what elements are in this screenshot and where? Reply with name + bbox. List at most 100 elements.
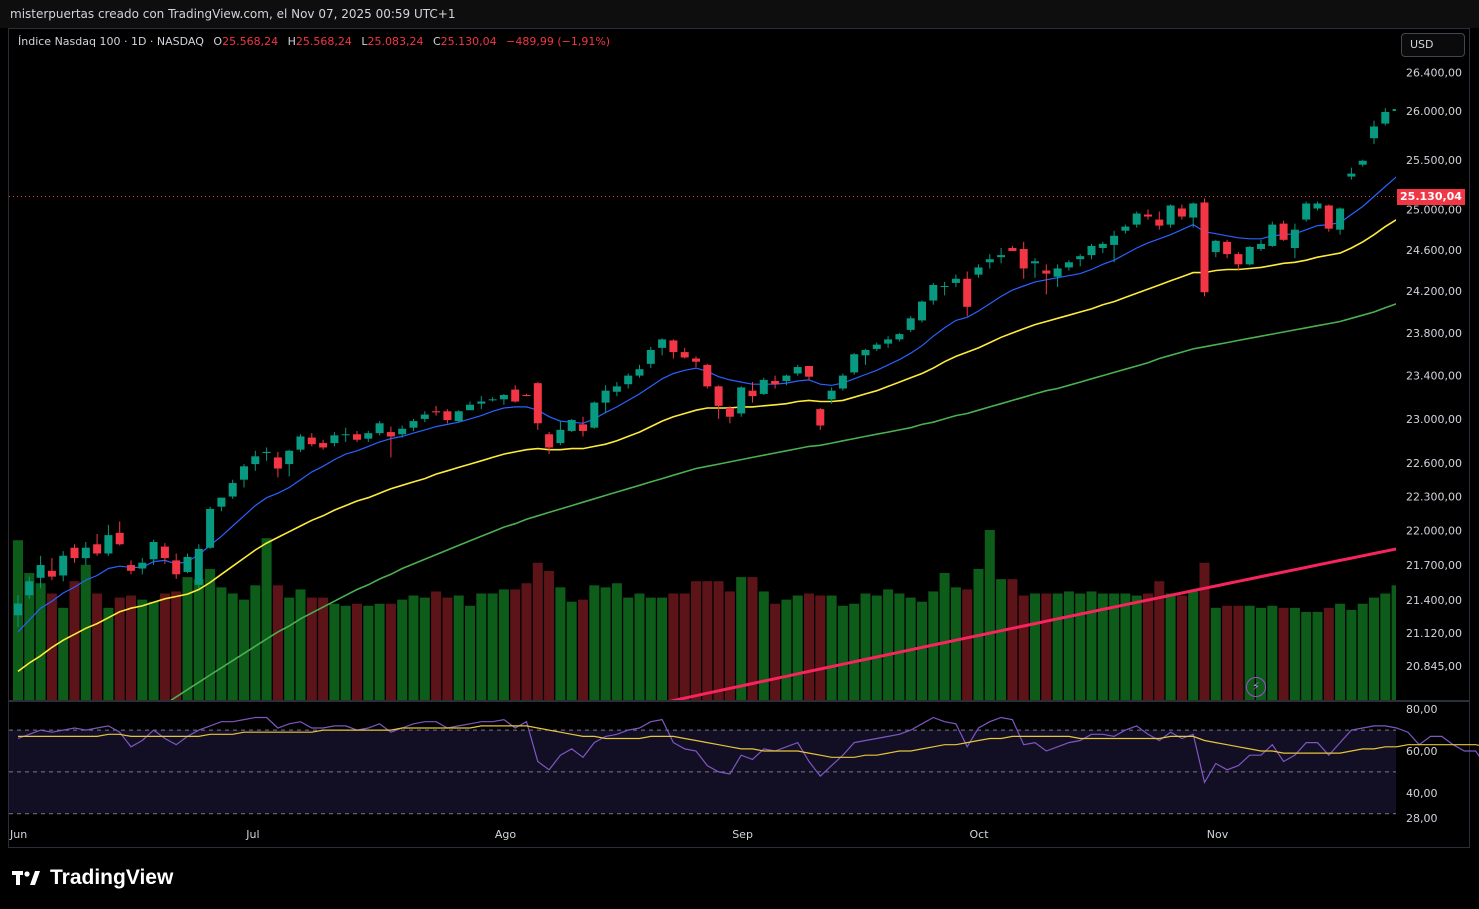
candle-body (1144, 214, 1152, 217)
volume-bar (555, 587, 566, 700)
candle-body (104, 535, 113, 554)
candle-body (793, 367, 802, 374)
price-tick-label: 23.800,00 (1406, 327, 1462, 340)
candle-body (341, 434, 350, 436)
rsi-tick-label: 28,00 (1406, 812, 1438, 825)
candle-body (612, 386, 621, 392)
volume-bar (239, 599, 249, 700)
close-value: 25.130,04 (440, 35, 497, 48)
price-tick-label: 26.000,00 (1406, 105, 1462, 118)
price-tick-label: 21.700,00 (1406, 559, 1462, 572)
volume-bar (679, 593, 690, 700)
volume-bar (329, 603, 340, 700)
volume-bar (1369, 597, 1379, 700)
candle-body (81, 547, 90, 559)
candle-body (330, 435, 339, 444)
volume-bar (272, 585, 283, 700)
volume-bar (453, 595, 464, 700)
volume-bar (476, 593, 487, 700)
volume-bar (24, 573, 35, 700)
volume-bar (837, 605, 848, 700)
currency-button[interactable]: USD (1401, 33, 1465, 57)
volume-bar (668, 593, 679, 700)
candle-body (872, 344, 881, 349)
candle-body (1370, 126, 1378, 139)
volume-bar (295, 589, 306, 700)
volume-bar (1154, 581, 1165, 700)
volume-bar (69, 581, 80, 700)
volume-bar (374, 603, 385, 700)
candle-body (1189, 203, 1198, 218)
candle-body (1449, 99, 1457, 103)
candle-body (1087, 245, 1096, 256)
candle-body (759, 379, 768, 394)
candle-body (262, 451, 271, 453)
volume-bar (510, 589, 521, 700)
volume-bar (1278, 607, 1289, 700)
volume-bar (804, 593, 814, 700)
candle-body (1098, 243, 1107, 248)
candle-body (658, 339, 667, 348)
symbol-name[interactable]: Índice Nasdaq 100 · 1D · NASDAQ (18, 35, 204, 48)
volume-bar (611, 583, 622, 700)
candle-body (1302, 203, 1311, 220)
volume-bar (284, 597, 295, 700)
tradingview-logo[interactable]: TradingView (12, 866, 173, 890)
volume-bar (894, 593, 905, 700)
candle-body (319, 443, 328, 448)
volume-bar (1075, 593, 1086, 700)
candle-body (1290, 229, 1299, 248)
candle-body (1053, 268, 1062, 277)
volume-bar (544, 570, 555, 700)
volume-bar (1199, 562, 1210, 700)
high-value: 25.568,24 (295, 35, 352, 48)
candle-body (1132, 213, 1141, 225)
volume-bar (1143, 593, 1153, 700)
volume-bar (250, 585, 261, 700)
candle-body (1110, 235, 1119, 245)
volume-bar (1471, 587, 1479, 700)
price-tick-label: 25.000,00 (1406, 204, 1462, 217)
volume-bar (159, 593, 170, 700)
candle-body (183, 556, 192, 572)
volume-bar (1380, 593, 1391, 700)
volume-bar (1165, 593, 1176, 700)
candle-body (285, 450, 294, 465)
candle-body (906, 318, 915, 330)
price-tick-label: 22.000,00 (1406, 525, 1462, 538)
volume-bar (792, 595, 803, 700)
grid (9, 195, 1470, 702)
moving-average-line (17, 219, 1396, 673)
volume-bar (1052, 593, 1063, 700)
volume-bar (747, 577, 758, 700)
candle-body (985, 259, 994, 263)
candle-body (409, 421, 418, 428)
volume-bar (1018, 595, 1029, 700)
candle-body (556, 429, 565, 444)
volume-bar (984, 530, 995, 700)
candle-body (1472, 142, 1479, 154)
volume-bar (148, 601, 159, 700)
candle-body (850, 354, 859, 373)
candle-body (1347, 173, 1356, 177)
volume-bar (600, 587, 611, 700)
candle-body (375, 423, 384, 434)
lightning-icon[interactable]: ⚡ (1246, 677, 1266, 697)
candle-body (93, 544, 102, 554)
volume-bar (408, 595, 419, 700)
candle-body (861, 349, 870, 356)
candle-body (782, 375, 791, 381)
volume-bar (691, 581, 701, 700)
low-value: 25.083,24 (367, 35, 424, 48)
volume-bar (363, 605, 374, 700)
volume-bar (871, 595, 882, 700)
ohlc-legend: Índice Nasdaq 100 · 1D · NASDAQ O25.568,… (18, 35, 610, 48)
volume-bar (939, 573, 950, 700)
high-label: H (287, 35, 296, 48)
volume-bar (1086, 591, 1097, 700)
candle-body (14, 603, 22, 616)
volume-bar (758, 591, 769, 700)
volume-bar (419, 597, 430, 700)
candle-body (1324, 205, 1333, 229)
